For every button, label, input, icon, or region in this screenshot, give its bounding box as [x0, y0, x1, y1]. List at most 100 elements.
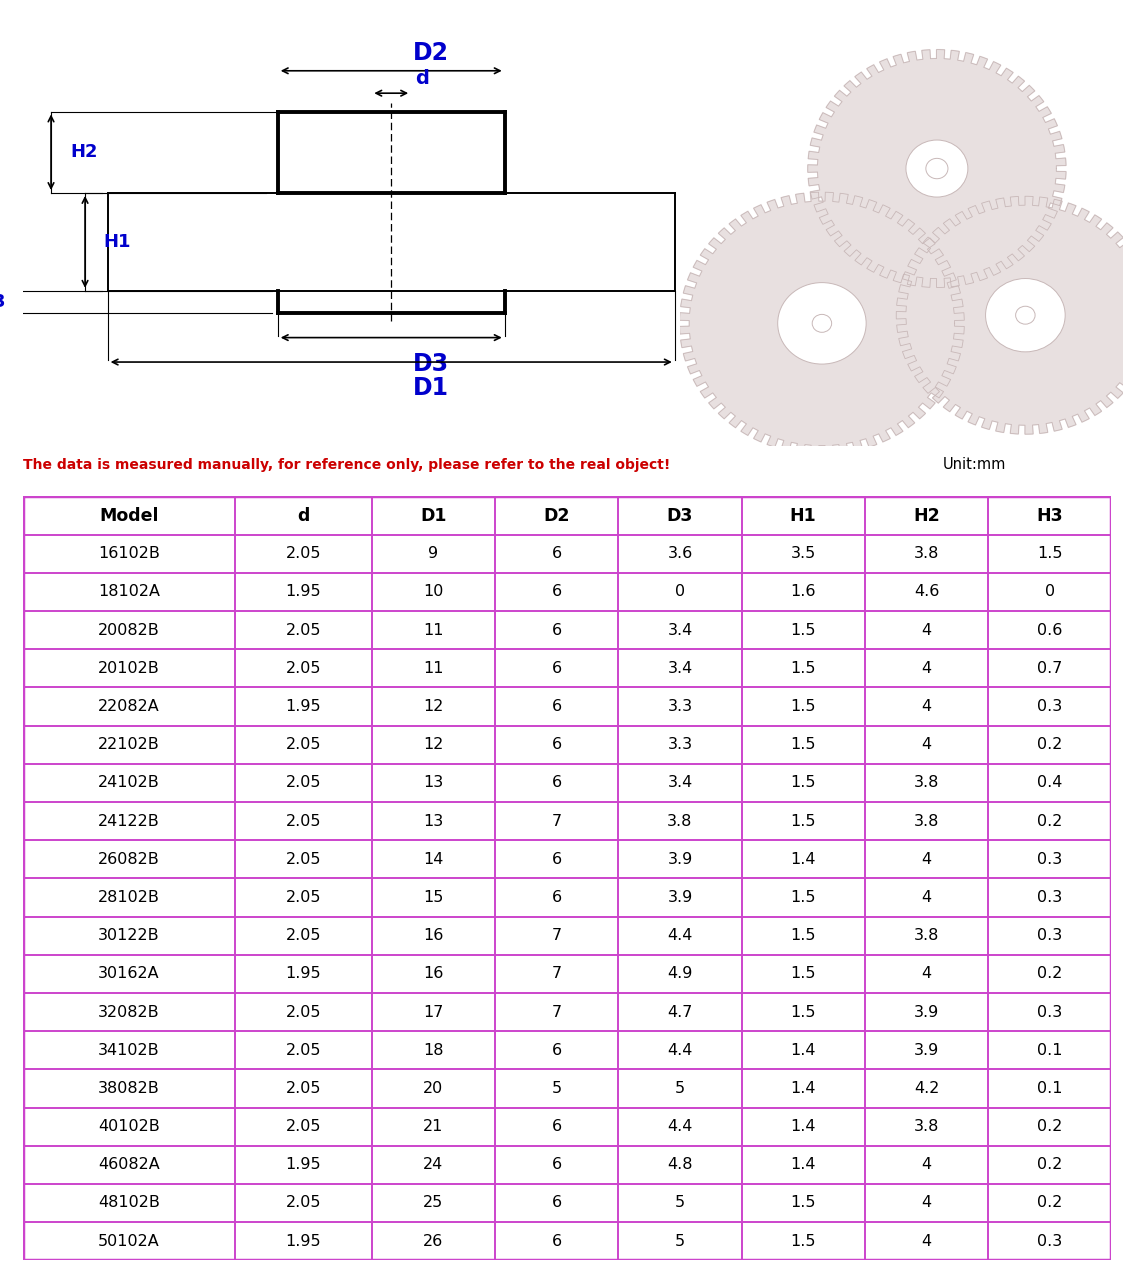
Text: 24122B: 24122B [98, 813, 160, 829]
Text: 2.05: 2.05 [286, 1119, 321, 1134]
Text: 50102A: 50102A [98, 1234, 160, 1249]
Text: 2.05: 2.05 [286, 928, 321, 943]
Text: 4: 4 [922, 622, 931, 638]
Text: 2.05: 2.05 [286, 661, 321, 676]
Text: D3: D3 [413, 351, 449, 376]
Text: 4: 4 [922, 661, 931, 676]
Text: 24102B: 24102B [98, 775, 160, 791]
Text: Unit:mm: Unit:mm [942, 457, 1006, 472]
Text: 0.1: 0.1 [1036, 1081, 1063, 1096]
Text: 1.5: 1.5 [790, 622, 816, 638]
Text: 6: 6 [551, 1195, 561, 1211]
Text: 3.4: 3.4 [667, 775, 693, 791]
Text: 1.4: 1.4 [790, 1157, 816, 1172]
Text: 4: 4 [922, 1234, 931, 1249]
Text: 2.05: 2.05 [286, 622, 321, 638]
Text: 3.8: 3.8 [914, 813, 939, 829]
Polygon shape [807, 50, 1066, 288]
Text: 6: 6 [551, 699, 561, 714]
Text: 10: 10 [423, 584, 443, 600]
Text: 2.05: 2.05 [286, 1081, 321, 1096]
Text: 4.4: 4.4 [667, 1043, 693, 1058]
Text: 18: 18 [423, 1043, 443, 1058]
Text: 3.9: 3.9 [914, 1004, 939, 1020]
Text: 0.3: 0.3 [1038, 699, 1063, 714]
Text: H2: H2 [913, 507, 940, 524]
Text: 3.9: 3.9 [667, 852, 693, 867]
Text: d: d [297, 507, 310, 524]
Circle shape [925, 158, 948, 178]
Text: 1.4: 1.4 [790, 1043, 816, 1058]
Text: H3: H3 [0, 293, 6, 311]
Text: 25: 25 [423, 1195, 443, 1211]
Text: 3.4: 3.4 [667, 622, 693, 638]
Text: H1: H1 [103, 233, 130, 251]
Text: 9: 9 [429, 546, 439, 561]
Text: 1.5: 1.5 [790, 928, 816, 943]
Text: 1.4: 1.4 [790, 1119, 816, 1134]
Text: 0.2: 0.2 [1036, 966, 1063, 981]
Text: 1.5: 1.5 [790, 813, 816, 829]
Text: D2: D2 [413, 41, 449, 65]
Text: 1.5: 1.5 [790, 966, 816, 981]
Text: 3.8: 3.8 [914, 1119, 939, 1134]
Text: 0.2: 0.2 [1036, 1195, 1063, 1211]
Text: 28102B: 28102B [98, 890, 160, 905]
Text: 22102B: 22102B [98, 737, 160, 752]
Text: 13: 13 [423, 813, 443, 829]
Text: 5: 5 [675, 1081, 685, 1096]
Text: 6: 6 [551, 1157, 561, 1172]
Text: 0.3: 0.3 [1038, 890, 1063, 905]
Text: 3.3: 3.3 [668, 737, 693, 752]
Text: 1.95: 1.95 [286, 1234, 321, 1249]
Text: 32082B: 32082B [98, 1004, 160, 1020]
Text: 2.05: 2.05 [286, 737, 321, 752]
Text: 4.4: 4.4 [667, 928, 693, 943]
Text: 4.2: 4.2 [914, 1081, 939, 1096]
Text: 1.5: 1.5 [790, 1234, 816, 1249]
Text: 4: 4 [922, 852, 931, 867]
Text: 3.8: 3.8 [914, 928, 939, 943]
Text: 16102B: 16102B [98, 546, 160, 561]
Text: 3.9: 3.9 [914, 1043, 939, 1058]
Text: 0.6: 0.6 [1036, 622, 1063, 638]
Text: 4: 4 [922, 890, 931, 905]
Text: 34102B: 34102B [98, 1043, 160, 1058]
Text: 6: 6 [551, 661, 561, 676]
Text: 2.05: 2.05 [286, 813, 321, 829]
Text: 48102B: 48102B [98, 1195, 160, 1211]
Text: 2.05: 2.05 [286, 546, 321, 561]
Text: 6: 6 [551, 737, 561, 752]
Text: 30122B: 30122B [98, 928, 160, 943]
Text: 4.4: 4.4 [667, 1119, 693, 1134]
Text: 16: 16 [423, 928, 443, 943]
Text: 0: 0 [675, 584, 685, 600]
Circle shape [985, 279, 1065, 351]
Polygon shape [679, 192, 964, 454]
Text: 1.95: 1.95 [286, 966, 321, 981]
Text: 4.8: 4.8 [667, 1157, 693, 1172]
Text: 6: 6 [551, 1043, 561, 1058]
Text: 1.5: 1.5 [790, 890, 816, 905]
Text: 20082B: 20082B [98, 622, 160, 638]
Text: 12: 12 [423, 737, 443, 752]
Text: 4.9: 4.9 [667, 966, 693, 981]
Text: 1.5: 1.5 [1036, 546, 1063, 561]
Circle shape [1016, 307, 1035, 325]
Circle shape [812, 314, 831, 332]
Text: 6: 6 [551, 584, 561, 600]
Text: 38082B: 38082B [98, 1081, 160, 1096]
Text: 20102B: 20102B [98, 661, 160, 676]
Text: 11: 11 [423, 661, 443, 676]
Text: 3.6: 3.6 [667, 546, 693, 561]
Text: 17: 17 [423, 1004, 443, 1020]
Text: The data is measured manually, for reference only, please refer to the real obje: The data is measured manually, for refer… [23, 458, 670, 471]
Text: 5: 5 [675, 1195, 685, 1211]
Text: 4.6: 4.6 [914, 584, 939, 600]
Text: 26082B: 26082B [98, 852, 160, 867]
Text: 30162A: 30162A [98, 966, 160, 981]
Text: D1: D1 [421, 507, 447, 524]
Text: 18102A: 18102A [98, 584, 160, 600]
Text: 0.2: 0.2 [1036, 1157, 1063, 1172]
Text: 2.05: 2.05 [286, 1043, 321, 1058]
